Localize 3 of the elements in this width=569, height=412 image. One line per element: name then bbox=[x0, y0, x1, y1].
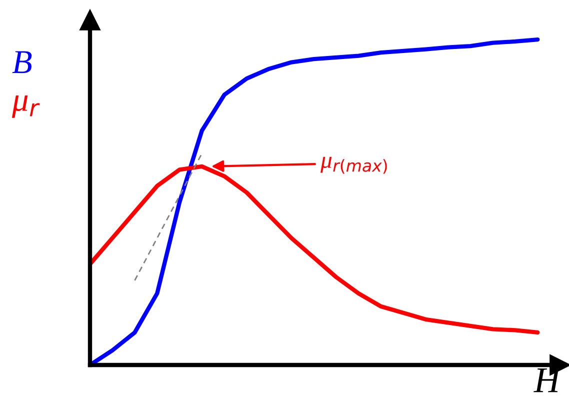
annotation: μ$_{r(max)}$ bbox=[320, 156, 387, 174]
text: B bbox=[12, 51, 32, 74]
text: μ$_{r}$ bbox=[12, 95, 40, 118]
